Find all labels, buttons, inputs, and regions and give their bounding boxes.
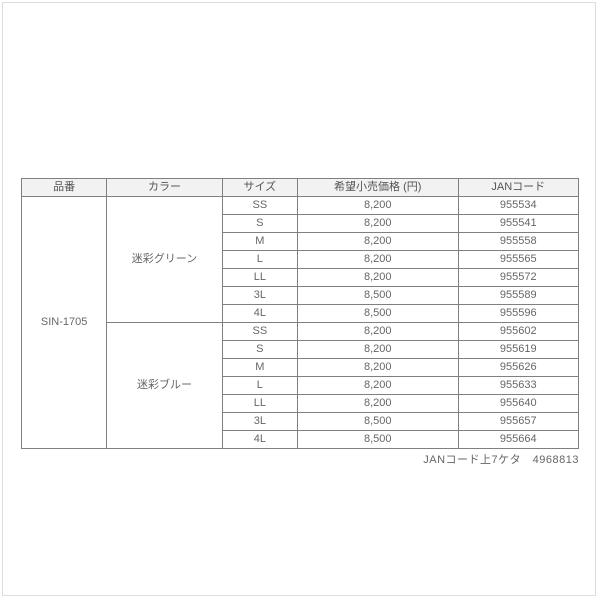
header-price: 希望小売価格 (円) — [297, 179, 458, 197]
cell-jan: 955626 — [458, 359, 578, 377]
cell-price: 8,200 — [297, 269, 458, 287]
cell-item-no: SIN-1705 — [22, 197, 107, 449]
page-frame: 品番 カラー サイズ 希望小売価格 (円) JANコード SIN-1705 迷彩… — [2, 2, 596, 596]
cell-size: 4L — [222, 305, 297, 323]
cell-jan: 955664 — [458, 431, 578, 449]
cell-jan: 955619 — [458, 341, 578, 359]
cell-price: 8,200 — [297, 359, 458, 377]
cell-size: S — [222, 341, 297, 359]
cell-size: SS — [222, 197, 297, 215]
cell-price: 8,200 — [297, 395, 458, 413]
table-header-row: 品番 カラー サイズ 希望小売価格 (円) JANコード — [22, 179, 579, 197]
cell-price: 8,500 — [297, 431, 458, 449]
cell-jan: 955572 — [458, 269, 578, 287]
cell-jan: 955633 — [458, 377, 578, 395]
header-color: カラー — [107, 179, 222, 197]
table-row: SIN-1705 迷彩グリーン SS 8,200 955534 — [22, 197, 579, 215]
cell-price: 8,200 — [297, 197, 458, 215]
cell-size: LL — [222, 269, 297, 287]
cell-price: 8,200 — [297, 341, 458, 359]
cell-jan: 955657 — [458, 413, 578, 431]
cell-price: 8,200 — [297, 377, 458, 395]
cell-color: 迷彩ブルー — [107, 323, 222, 449]
cell-color: 迷彩グリーン — [107, 197, 222, 323]
cell-size: 4L — [222, 431, 297, 449]
cell-size: 3L — [222, 287, 297, 305]
cell-price: 8,500 — [297, 413, 458, 431]
cell-size: SS — [222, 323, 297, 341]
jan-prefix-note: JANコード上7ケタ 4968813 — [21, 451, 579, 467]
cell-price: 8,200 — [297, 323, 458, 341]
cell-price: 8,500 — [297, 305, 458, 323]
product-table: 品番 カラー サイズ 希望小売価格 (円) JANコード SIN-1705 迷彩… — [21, 178, 579, 449]
header-item: 品番 — [22, 179, 107, 197]
cell-jan: 955534 — [458, 197, 578, 215]
cell-size: M — [222, 233, 297, 251]
cell-jan: 955565 — [458, 251, 578, 269]
header-jan: JANコード — [458, 179, 578, 197]
cell-size: LL — [222, 395, 297, 413]
header-size: サイズ — [222, 179, 297, 197]
cell-price: 8,200 — [297, 233, 458, 251]
cell-size: 3L — [222, 413, 297, 431]
cell-price: 8,500 — [297, 287, 458, 305]
cell-size: L — [222, 377, 297, 395]
cell-size: L — [222, 251, 297, 269]
cell-jan: 955602 — [458, 323, 578, 341]
cell-jan: 955640 — [458, 395, 578, 413]
cell-price: 8,200 — [297, 251, 458, 269]
cell-jan: 955541 — [458, 215, 578, 233]
cell-jan: 955558 — [458, 233, 578, 251]
cell-jan: 955589 — [458, 287, 578, 305]
cell-size: S — [222, 215, 297, 233]
product-table-container: 品番 カラー サイズ 希望小売価格 (円) JANコード SIN-1705 迷彩… — [21, 178, 579, 467]
cell-price: 8,200 — [297, 215, 458, 233]
cell-jan: 955596 — [458, 305, 578, 323]
cell-size: M — [222, 359, 297, 377]
